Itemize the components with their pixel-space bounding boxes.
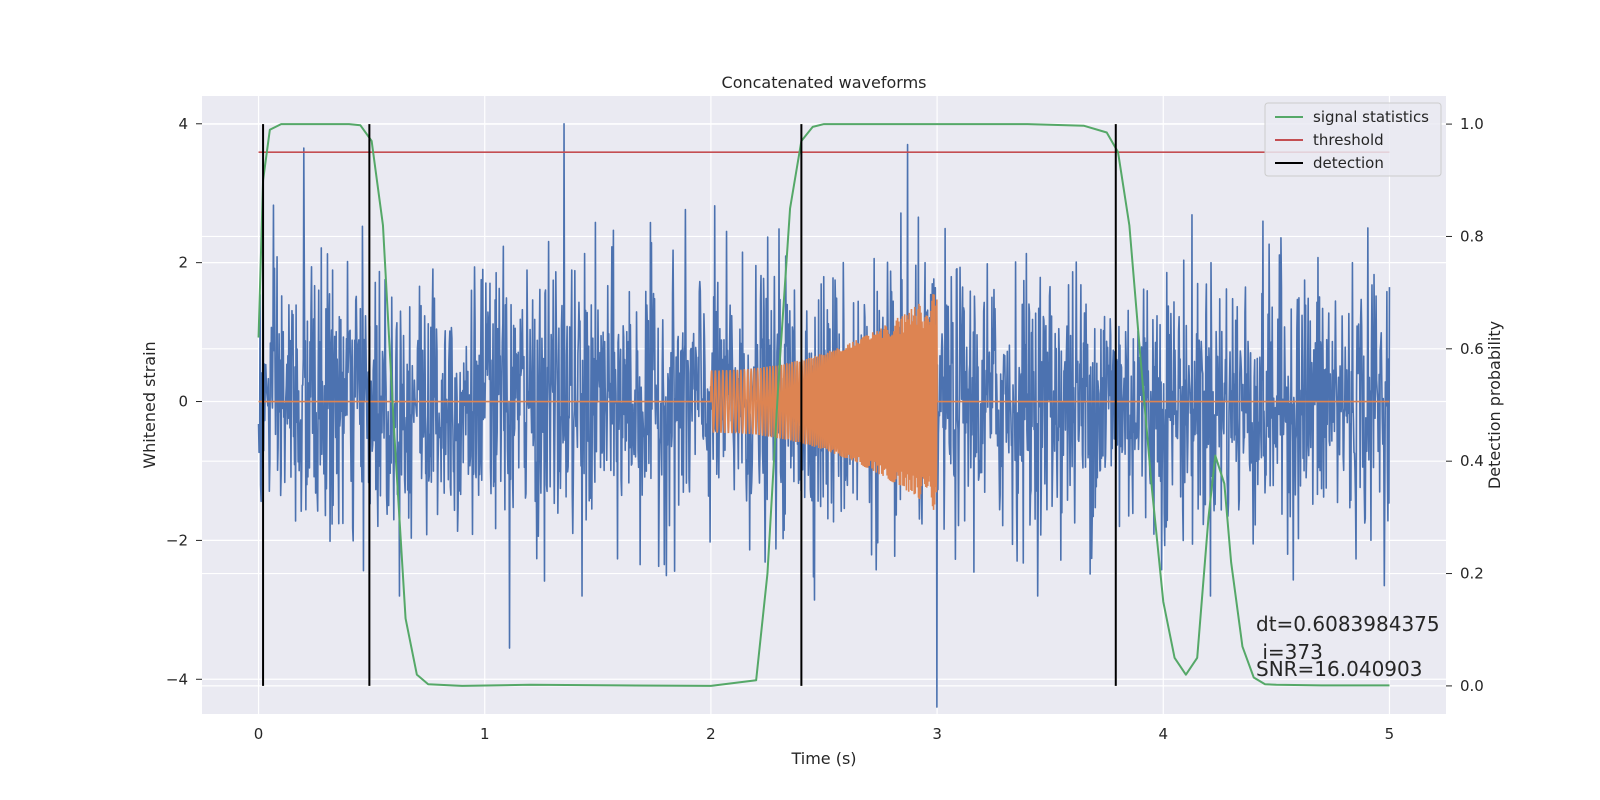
y-tick-label: 4 (178, 115, 188, 133)
y2-tick-label: 0.8 (1460, 227, 1484, 245)
legend-label-threshold: threshold (1313, 131, 1384, 149)
y-tick-label: 0 (178, 393, 188, 411)
series-whitened-strain (257, 122, 1391, 708)
annotation-index: i=373 (1256, 640, 1323, 664)
y-tick-label: 2 (178, 254, 188, 272)
y2-tick-label: 0.4 (1460, 452, 1484, 470)
legend-label-detection: detection (1313, 154, 1384, 172)
y-axis-label: Whitened strain (140, 341, 159, 468)
legend-label-signal-statistics: signal statistics (1313, 108, 1429, 126)
annotation-dt: dt=0.6083984375 (1256, 612, 1440, 636)
plot-marks (257, 122, 1391, 708)
y2-axis-label: Detection probability (1485, 321, 1504, 489)
x-tick-label: 1 (480, 725, 490, 743)
series-injected-waveform (258, 294, 1390, 510)
annotation-snr: SNR=16.040903 (1256, 657, 1422, 681)
y-tick-label: −4 (166, 670, 188, 688)
y2-tick-label: 1.0 (1460, 115, 1484, 133)
y-tick-label: −2 (166, 531, 188, 549)
legend: signal statistics threshold detection (1264, 102, 1442, 177)
x-tick-label: 3 (932, 725, 942, 743)
legend-box (1264, 102, 1442, 177)
x-axis-label: Time (s) (790, 749, 856, 768)
axis-ticks: 0 1 2 3 4 5 −4 −2 0 2 4 0.0 0.2 0.4 0.6 0.8 1.0 (166, 115, 1484, 743)
series-signal-statistics (257, 123, 1390, 687)
chart-title: Concatenated waveforms (722, 73, 927, 92)
y2-tick-label: 0.6 (1460, 340, 1484, 358)
x-tick-label: 2 (706, 725, 716, 743)
y2-tick-label: 0.2 (1460, 565, 1484, 583)
x-tick-label: 4 (1158, 725, 1168, 743)
x-tick-label: 5 (1385, 725, 1395, 743)
y2-tick-label: 0.0 (1460, 677, 1484, 695)
x-tick-label: 0 (254, 725, 264, 743)
